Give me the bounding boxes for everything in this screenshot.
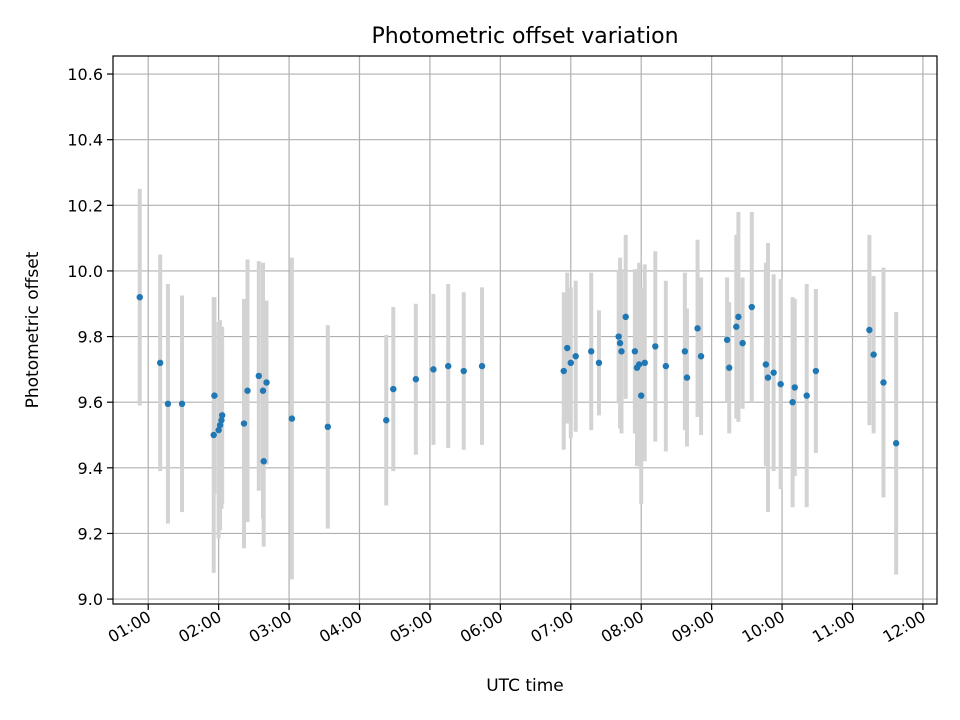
data-point	[136, 293, 143, 301]
y-tick-label: 9.8	[78, 328, 103, 347]
y-tick-label: 9.6	[78, 393, 103, 412]
data-point	[260, 458, 267, 465]
x-tick-label: 10:00	[739, 607, 788, 647]
data-point	[216, 421, 224, 429]
data-point	[638, 392, 645, 399]
data-point	[748, 303, 755, 311]
data-point	[564, 344, 571, 352]
x-tick-label: 04:00	[316, 607, 365, 647]
y-axis-ticks: 9.0 9.2 9.4 9.6 9.8 10.0 10.2 10.4 10.6	[67, 65, 113, 609]
y-tick-label: 9.2	[78, 524, 103, 543]
data-point	[445, 362, 452, 370]
data-point	[259, 387, 267, 394]
data-point	[478, 362, 486, 370]
data-point	[588, 348, 595, 355]
data-point	[812, 367, 820, 375]
x-tick-label: 03:00	[246, 607, 295, 647]
x-tick-label: 06:00	[457, 607, 506, 647]
x-tick-label: 01:00	[105, 607, 154, 647]
grid-lines	[113, 56, 937, 604]
plot-frame	[112, 55, 938, 605]
data-point	[739, 339, 746, 347]
data-point	[595, 359, 603, 367]
y-tick-label: 10.0	[67, 262, 103, 281]
data-point	[210, 431, 217, 439]
data-point	[726, 364, 733, 371]
data-point	[240, 420, 248, 427]
data-point	[641, 359, 648, 367]
data-point	[635, 361, 643, 368]
data-point	[631, 348, 639, 355]
x-axis-ticks: 01:00 02:00 03:00 04:00 05:00 06:00 07:00 08:00…	[105, 604, 929, 647]
data-point	[870, 351, 877, 358]
data-point	[615, 333, 622, 340]
data-point	[681, 348, 689, 355]
chart-title: Photometric offset variation	[371, 24, 678, 49]
y-tick-label: 10.6	[67, 65, 103, 84]
y-tick-label: 10.4	[67, 131, 103, 150]
data-point	[789, 398, 796, 406]
x-tick-label: 12:00	[879, 607, 928, 647]
y-tick-label: 10.2	[67, 196, 103, 215]
data-point	[803, 392, 810, 399]
data-point	[211, 392, 218, 399]
x-axis-label: UTC time	[486, 676, 564, 696]
data-point	[460, 367, 467, 375]
data-point	[697, 353, 705, 360]
data-point	[791, 384, 798, 391]
x-tick-label: 05:00	[386, 607, 435, 647]
data-point	[683, 374, 691, 381]
data-point	[215, 426, 222, 434]
x-tick-label: 11:00	[809, 607, 858, 647]
data-point	[618, 348, 625, 355]
data-point	[616, 339, 624, 347]
data-point	[694, 325, 701, 332]
y-axis-label: Photometric offset	[23, 251, 43, 408]
data-point	[178, 400, 186, 408]
data-points	[136, 293, 900, 465]
data-point	[770, 369, 777, 376]
data-point	[880, 379, 887, 386]
data-point	[652, 343, 659, 350]
data-point	[662, 362, 670, 370]
data-point	[288, 415, 296, 422]
data-point	[156, 359, 164, 367]
data-point	[390, 385, 397, 393]
data-point	[244, 387, 251, 394]
data-point	[430, 366, 437, 373]
data-point	[263, 379, 270, 386]
y-tick-label: 9.4	[78, 459, 103, 478]
data-point	[622, 313, 629, 321]
data-point	[733, 323, 740, 330]
data-point	[218, 412, 226, 419]
data-point	[866, 326, 873, 334]
data-point	[324, 423, 332, 431]
data-point	[735, 313, 742, 321]
y-tick-label: 9.0	[78, 590, 103, 609]
data-point	[572, 353, 579, 360]
data-point	[764, 374, 772, 381]
data-point	[255, 372, 262, 380]
data-point	[383, 417, 390, 424]
data-point	[892, 440, 900, 447]
data-point	[762, 361, 770, 368]
data-point	[412, 376, 420, 383]
data-point	[218, 417, 225, 424]
x-tick-label: 08:00	[598, 607, 647, 647]
x-tick-label: 02:00	[175, 607, 224, 647]
data-point	[164, 400, 172, 408]
data-point	[723, 336, 731, 344]
data-point	[777, 380, 784, 388]
data-point	[560, 367, 567, 375]
x-tick-label: 07:00	[527, 607, 576, 647]
data-point	[567, 359, 574, 367]
x-tick-label: 09:00	[668, 607, 717, 647]
